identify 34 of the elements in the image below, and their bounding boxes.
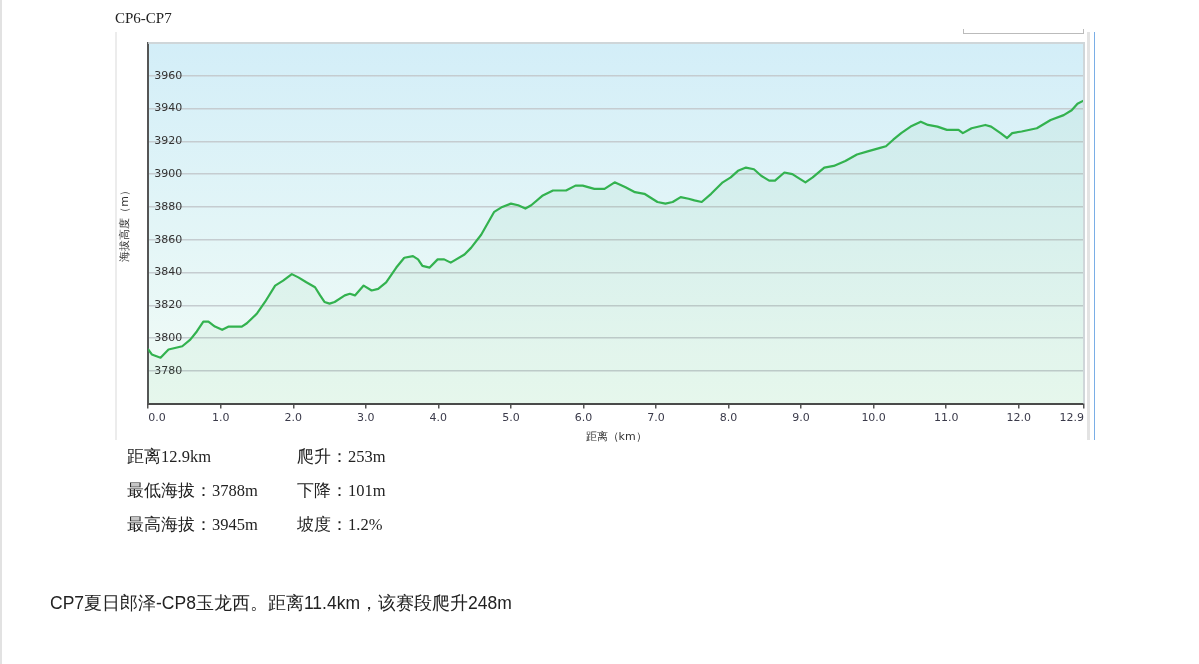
x-tick-label: 11.0 [933,411,959,425]
x-tick-label: 0.0 [148,411,166,425]
x-axis-title: 距离（km） [585,430,647,444]
chart-title: CP6-CP7 [115,10,172,27]
y-tick-label: 3940 [154,101,183,115]
x-tick-label: 12.0 [1006,411,1031,425]
x-tick-label: 3.0 [357,411,375,425]
y-tick-label: 3880 [154,199,183,213]
y-tick-label: 3860 [154,232,183,246]
x-tick-label: 4.0 [429,411,448,425]
x-tick-label: 5.0 [502,411,520,425]
text: 坡度：1.2% [297,515,383,535]
text: 最低海拔：3788m [127,481,258,501]
y-axis-title: 海拔高度（m） [118,184,132,262]
x-tick-label: 6.0 [574,411,593,425]
text: 最高海拔：3945m [127,515,258,535]
x-tick-label: 10.0 [861,411,886,425]
text: 爬升：253m [297,447,386,467]
x-tick-label: 12.9 [1059,411,1084,425]
y-tick-label: 3780 [154,363,183,377]
text: CP7夏日郎泽-CP8玉龙西。距离11.4km，该赛段爬升248m [50,592,512,615]
y-tick-label: 3820 [154,298,183,312]
y-tick-label: 3960 [154,68,183,82]
text: 距离12.9km [127,447,211,467]
x-tick-label: 9.0 [792,411,810,425]
x-tick-label: 2.0 [284,411,303,425]
y-tick-label: 3920 [154,134,183,148]
x-tick-label: 8.0 [719,411,738,425]
text: 下降：101m [297,481,386,501]
y-tick-label: 3900 [154,166,183,180]
y-tick-label: 3800 [154,330,183,344]
x-tick-label: 7.0 [647,411,665,425]
y-tick-label: 3840 [154,265,183,279]
x-tick-label: 1.0 [211,411,230,425]
